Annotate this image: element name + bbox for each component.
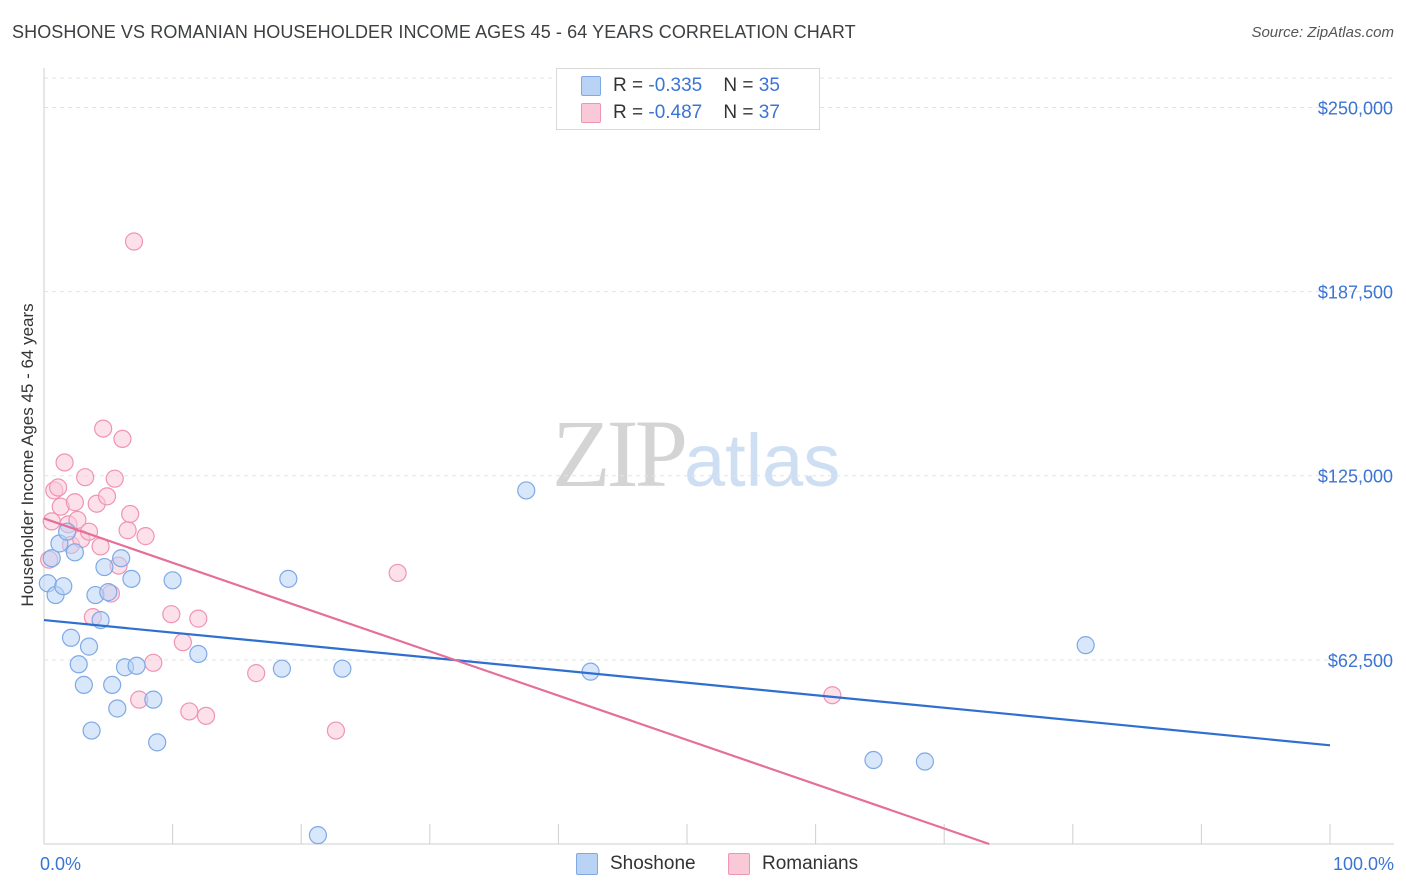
shoshone-point <box>122 569 141 588</box>
shoshone-point <box>82 721 101 740</box>
shoshone-point <box>112 549 131 568</box>
r-value: -0.335 <box>648 75 703 96</box>
axis-labels: $62,500 $125,000 $187,500 $250,000 0.0% 100.0… <box>40 98 1394 874</box>
romanians-point <box>49 478 68 497</box>
shoshone-point <box>915 752 935 771</box>
shoshone-stats: R = -0.335 N = 35 <box>613 75 780 97</box>
trend-lines <box>43 517 1331 846</box>
correlation-legend: R = -0.335 N = 35 R = -0.487 N = 37 <box>556 68 820 130</box>
romanians-swatch <box>581 103 601 123</box>
romanians-point <box>196 706 216 725</box>
romanians-point <box>144 653 163 672</box>
x-tick-label-min: 0.0% <box>40 854 81 874</box>
r-label: R = <box>613 102 649 123</box>
romanians-point <box>97 487 117 506</box>
romanians-trend-line <box>43 517 990 846</box>
shoshone-points <box>38 481 1095 845</box>
romanians-point <box>173 633 192 652</box>
x-tick-label-max: 100.0% <box>1333 854 1394 874</box>
r-value: -0.487 <box>648 102 703 123</box>
zipatlas-watermark: ZIPatlas <box>552 398 840 509</box>
romanians-point <box>124 232 144 251</box>
shoshone-point <box>54 577 73 596</box>
n-value: 37 <box>758 102 780 123</box>
shoshone-point <box>333 659 352 678</box>
romanians-point <box>55 453 74 472</box>
romanians-point <box>388 563 407 583</box>
shoshone-point <box>189 644 208 664</box>
y-axis-label: Householder Income Ages 45 - 64 years <box>18 303 37 607</box>
shoshone-point <box>864 750 883 770</box>
romanians-point <box>65 493 84 512</box>
shoshone-point <box>42 549 61 568</box>
shoshone-point <box>279 569 298 588</box>
romanians-point <box>189 609 208 628</box>
y-tick-label: $62,500 <box>1328 651 1393 671</box>
shoshone-legend-label: Shoshone <box>610 853 696 874</box>
r-label: R = <box>613 75 649 96</box>
shoshone-point <box>148 733 167 752</box>
shoshone-point <box>127 656 146 675</box>
shoshone-legend-swatch <box>576 853 598 875</box>
grid-lines <box>44 77 1394 661</box>
y-tick-label: $250,000 <box>1318 98 1393 118</box>
watermark-atlas: atlas <box>684 419 841 502</box>
romanians-point <box>326 721 346 740</box>
shoshone-trend-line <box>43 618 1331 747</box>
n-label: N = <box>723 102 759 123</box>
n-label: N = <box>723 75 759 96</box>
romanians-point <box>113 429 132 449</box>
axes <box>43 68 1394 845</box>
romanians-point <box>76 468 95 487</box>
shoshone-point <box>108 699 127 718</box>
y-tick-label: $187,500 <box>1318 283 1393 303</box>
shoshone-point <box>272 659 292 678</box>
shoshone-point <box>79 637 99 656</box>
n-value: 35 <box>758 75 780 96</box>
shoshone-point <box>61 628 81 647</box>
shoshone-point <box>517 481 536 500</box>
romanians-point <box>121 504 140 524</box>
romanians-point <box>162 605 181 624</box>
shoshone-point <box>163 571 182 590</box>
y-tick-label: $125,000 <box>1318 467 1393 487</box>
romanians-point <box>136 527 155 546</box>
romanians-point <box>94 419 113 438</box>
shoshone-point <box>308 826 328 845</box>
source-label: Source: ZipAtlas.com <box>1251 24 1394 41</box>
romanians-points <box>40 232 842 740</box>
shoshone-point <box>144 690 163 709</box>
romanians-point <box>68 510 87 530</box>
romanians-legend-label: Romanians <box>762 853 859 874</box>
romanians-stats: R = -0.487 N = 37 <box>613 102 780 124</box>
romanians-point <box>105 469 124 488</box>
shoshone-swatch <box>581 76 601 96</box>
romanians-point <box>247 664 266 683</box>
romanians-point <box>180 702 199 721</box>
watermark-zip: ZIP <box>552 400 688 507</box>
shoshone-point <box>69 655 88 674</box>
shoshone-point <box>1076 636 1095 655</box>
shoshone-point <box>103 675 122 695</box>
romanians-point <box>118 521 137 540</box>
shoshone-point <box>65 543 84 562</box>
shoshone-point <box>74 675 93 695</box>
romanians-legend-swatch <box>728 853 750 875</box>
shoshone-point <box>99 583 118 602</box>
chart-title: SHOSHONE VS ROMANIAN HOUSEHOLDER INCOME … <box>12 22 856 42</box>
shoshone-point <box>95 557 114 577</box>
